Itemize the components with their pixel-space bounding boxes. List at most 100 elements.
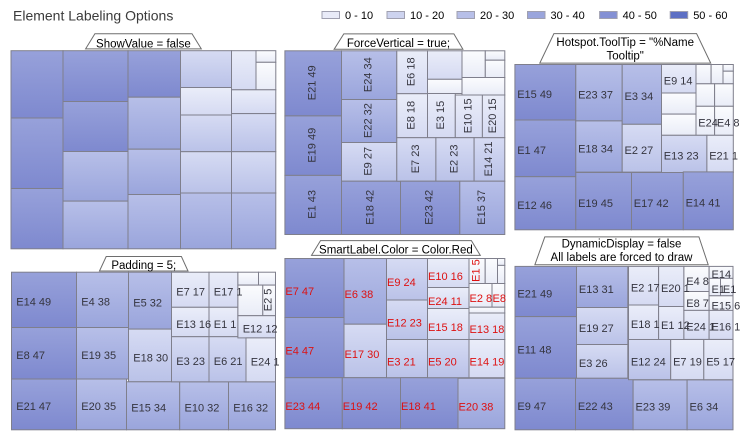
svg-text:E17 42: E17 42 bbox=[634, 198, 669, 210]
svg-text:E11 48: E11 48 bbox=[517, 344, 551, 356]
svg-text:SmartLabel.Color = Color.Red: SmartLabel.Color = Color.Red bbox=[319, 244, 473, 256]
svg-text:E23 44: E23 44 bbox=[285, 401, 320, 413]
svg-text:All labels are forced to draw: All labels are forced to draw bbox=[551, 252, 694, 264]
svg-text:E9 27: E9 27 bbox=[363, 147, 375, 176]
svg-text:Element Labeling Options: Element Labeling Options bbox=[13, 7, 173, 23]
svg-text:0 - 10: 0 - 10 bbox=[345, 10, 373, 22]
svg-text:E5 17: E5 17 bbox=[706, 356, 735, 368]
svg-text:E7 23: E7 23 bbox=[410, 145, 422, 174]
svg-text:E14 41: E14 41 bbox=[686, 198, 721, 210]
svg-text:E20 38: E20 38 bbox=[459, 401, 494, 413]
svg-text:E14 19: E14 19 bbox=[470, 356, 505, 368]
svg-text:E9 24: E9 24 bbox=[387, 277, 416, 289]
svg-text:E10 32: E10 32 bbox=[185, 403, 220, 415]
svg-text:E13 31: E13 31 bbox=[579, 284, 614, 296]
svg-text:E17 30: E17 30 bbox=[345, 349, 380, 361]
svg-text:ForceVertical = true;: ForceVertical = true; bbox=[347, 38, 450, 50]
svg-text:E15 6: E15 6 bbox=[712, 300, 741, 312]
svg-text:E23 39: E23 39 bbox=[636, 402, 671, 414]
svg-text:E3 15: E3 15 bbox=[435, 101, 447, 130]
svg-text:E6 38: E6 38 bbox=[345, 289, 374, 301]
svg-text:E3 34: E3 34 bbox=[625, 91, 654, 103]
svg-text:E8 18: E8 18 bbox=[406, 101, 418, 130]
svg-text:E1: E1 bbox=[723, 284, 736, 296]
svg-text:40 - 50: 40 - 50 bbox=[623, 10, 657, 22]
svg-text:E22 43: E22 43 bbox=[578, 401, 613, 413]
svg-text:E13 18: E13 18 bbox=[470, 324, 505, 336]
svg-text:DynamicDisplay = false: DynamicDisplay = false bbox=[562, 239, 682, 251]
svg-text:E19 35: E19 35 bbox=[81, 350, 116, 362]
svg-text:E21 49: E21 49 bbox=[307, 65, 319, 100]
svg-text:E7 19: E7 19 bbox=[673, 356, 702, 368]
svg-text:E20 35: E20 35 bbox=[81, 401, 116, 413]
svg-text:E19 27: E19 27 bbox=[579, 323, 614, 335]
svg-text:E8 47: E8 47 bbox=[16, 350, 45, 362]
svg-text:E2 27: E2 27 bbox=[625, 145, 654, 157]
svg-text:E15 18: E15 18 bbox=[428, 322, 463, 334]
svg-text:E7 17: E7 17 bbox=[176, 287, 205, 299]
svg-text:10 - 20: 10 - 20 bbox=[410, 10, 444, 22]
svg-text:E19 49: E19 49 bbox=[307, 128, 319, 163]
svg-text:E23 37: E23 37 bbox=[578, 90, 613, 102]
svg-text:E18 34: E18 34 bbox=[578, 143, 613, 155]
svg-text:E24 1: E24 1 bbox=[686, 322, 715, 334]
svg-text:E16 32: E16 32 bbox=[233, 403, 268, 415]
svg-text:E24 1: E24 1 bbox=[251, 357, 280, 369]
svg-text:E5 32: E5 32 bbox=[133, 297, 162, 309]
svg-text:E4 8: E4 8 bbox=[717, 118, 740, 130]
svg-text:E10 15: E10 15 bbox=[462, 98, 474, 133]
svg-text:E2 8: E2 8 bbox=[470, 293, 493, 305]
svg-text:E9 47: E9 47 bbox=[517, 401, 546, 413]
svg-text:E15 49: E15 49 bbox=[517, 89, 552, 101]
svg-text:E23 42: E23 42 bbox=[424, 190, 436, 225]
svg-text:E6 34: E6 34 bbox=[690, 402, 719, 414]
svg-text:E3 21: E3 21 bbox=[387, 356, 416, 368]
svg-text:E2 23: E2 23 bbox=[449, 145, 461, 174]
svg-text:ShowValue = false: ShowValue = false bbox=[96, 38, 191, 50]
svg-text:E20 1: E20 1 bbox=[661, 283, 690, 295]
svg-text:Padding = 5;: Padding = 5; bbox=[111, 260, 176, 272]
svg-text:E21 1: E21 1 bbox=[709, 151, 738, 163]
svg-text:E7 47: E7 47 bbox=[285, 286, 314, 298]
svg-text:E18 1: E18 1 bbox=[631, 319, 660, 331]
svg-text:Hotspot.ToolTip = "%Name: Hotspot.ToolTip = "%Name bbox=[556, 37, 694, 49]
svg-text:E4 38: E4 38 bbox=[81, 297, 110, 309]
svg-text:E1 1: E1 1 bbox=[214, 319, 237, 331]
svg-text:50 - 60: 50 - 60 bbox=[693, 10, 727, 22]
svg-text:E2 5: E2 5 bbox=[263, 289, 275, 312]
svg-text:E18 42: E18 42 bbox=[365, 190, 377, 225]
svg-text:E1 47: E1 47 bbox=[517, 145, 546, 157]
svg-text:E21 47: E21 47 bbox=[16, 401, 51, 413]
svg-text:E14: E14 bbox=[712, 269, 732, 281]
svg-text:E15 37: E15 37 bbox=[476, 190, 488, 225]
svg-text:E19 45: E19 45 bbox=[578, 198, 613, 210]
svg-text:E12 24: E12 24 bbox=[631, 356, 666, 368]
svg-text:E20 15: E20 15 bbox=[487, 98, 499, 133]
svg-text:E18 30: E18 30 bbox=[133, 352, 168, 364]
svg-text:E22 32: E22 32 bbox=[363, 103, 375, 138]
svg-text:E14 49: E14 49 bbox=[16, 297, 51, 309]
svg-text:E3 23: E3 23 bbox=[176, 356, 205, 368]
svg-text:E5 20: E5 20 bbox=[428, 356, 457, 368]
svg-text:E17 1: E17 1 bbox=[214, 287, 243, 299]
svg-text:E9 14: E9 14 bbox=[664, 76, 693, 88]
svg-text:E15 34: E15 34 bbox=[131, 403, 166, 415]
svg-text:E10 16: E10 16 bbox=[428, 271, 463, 283]
svg-text:E8 7: E8 7 bbox=[686, 298, 709, 310]
svg-text:E6 21: E6 21 bbox=[214, 356, 243, 368]
svg-text:E1 43: E1 43 bbox=[307, 190, 319, 219]
svg-text:E16 1: E16 1 bbox=[712, 322, 741, 334]
svg-text:E13 16: E13 16 bbox=[176, 319, 211, 331]
svg-text:E19 42: E19 42 bbox=[343, 401, 378, 413]
svg-text:E2 17: E2 17 bbox=[631, 283, 660, 295]
svg-text:E6 18: E6 18 bbox=[406, 57, 418, 86]
svg-text:E3 26: E3 26 bbox=[579, 358, 608, 370]
svg-text:E24 11: E24 11 bbox=[428, 296, 462, 308]
svg-text:E8: E8 bbox=[493, 293, 506, 305]
svg-text:E1: E1 bbox=[712, 284, 725, 296]
svg-text:E14 21: E14 21 bbox=[483, 141, 495, 176]
svg-text:30 - 40: 30 - 40 bbox=[551, 10, 585, 22]
svg-text:E24 34: E24 34 bbox=[363, 57, 375, 92]
svg-text:E1 5: E1 5 bbox=[471, 259, 483, 282]
svg-text:20 - 30: 20 - 30 bbox=[480, 10, 514, 22]
